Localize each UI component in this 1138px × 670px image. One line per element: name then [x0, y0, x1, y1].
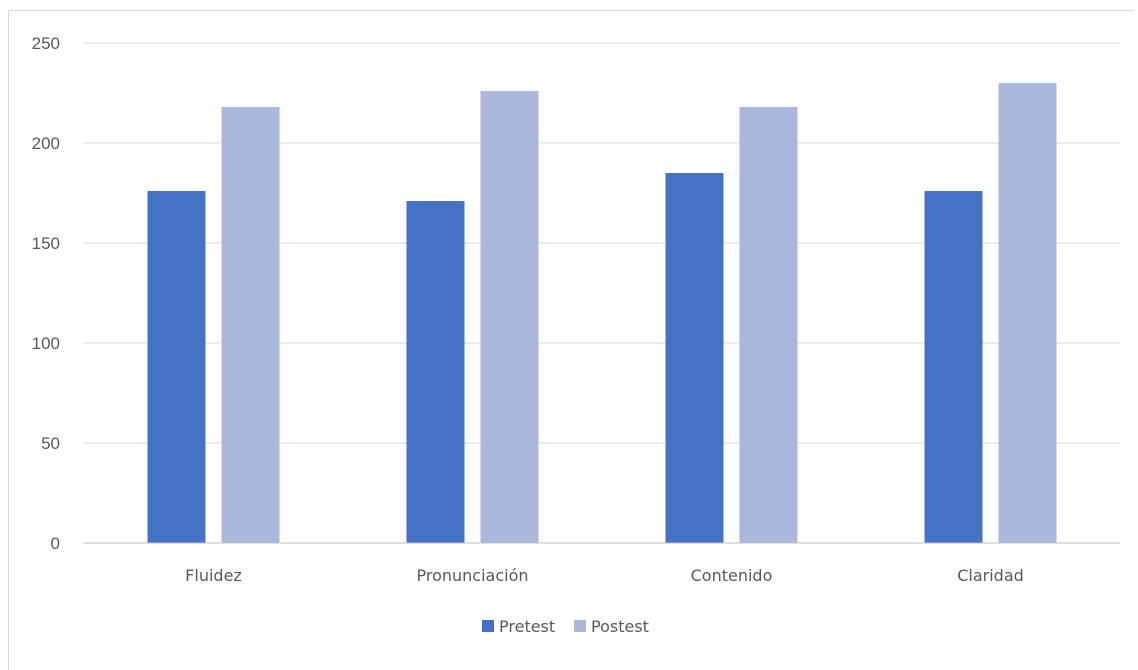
y-tick-label: 250: [32, 34, 60, 53]
x-category-label: Fluidez: [185, 566, 242, 585]
bar-pretest-1: [147, 191, 206, 543]
legend-swatch-pretest: [482, 620, 494, 632]
x-category-label: Claridad: [957, 566, 1024, 585]
y-tick-label: 0: [51, 534, 60, 553]
x-axis-categories: Fluidez Pronunciación Contenido Claridad: [185, 566, 1024, 585]
legend-label-pretest: Pretest: [499, 617, 555, 636]
legend-swatch-postest: [574, 620, 586, 632]
legend: Pretest Postest: [482, 617, 649, 636]
bar-postest-4: [998, 83, 1057, 543]
y-tick-label: 150: [32, 234, 60, 253]
y-tick-label: 200: [32, 134, 60, 153]
x-category-label: Pronunciación: [416, 566, 528, 585]
bar-postest-3: [739, 107, 798, 543]
bar-postest-2: [480, 91, 539, 543]
y-tick-label: 50: [41, 434, 60, 453]
y-axis-ticks: 0 50 100 150 200 250: [32, 34, 60, 553]
y-tick-label: 100: [32, 334, 60, 353]
legend-label-postest: Postest: [591, 617, 649, 636]
chart-frame: [8, 10, 1134, 670]
bar-pretest-2: [406, 201, 465, 543]
bar-pretest-4: [924, 191, 983, 543]
x-category-label: Contenido: [691, 566, 773, 585]
bars: [147, 83, 1057, 543]
bar-pretest-3: [665, 173, 724, 543]
bar-postest-1: [221, 107, 280, 543]
